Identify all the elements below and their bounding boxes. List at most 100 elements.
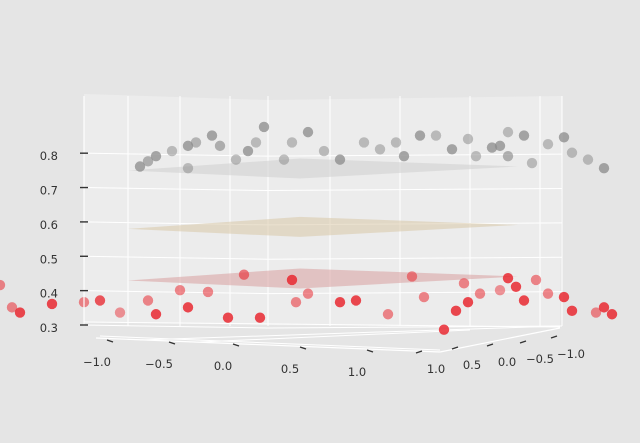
grid-line-floor bbox=[139, 325, 561, 341]
x-tick-label: −1.0 bbox=[83, 355, 111, 369]
data-point bbox=[142, 156, 154, 167]
grid-line-horizontal bbox=[83, 255, 269, 260]
data-point bbox=[286, 137, 298, 148]
grid-line-horizontal bbox=[267, 291, 563, 295]
data-point bbox=[190, 137, 202, 148]
data-point bbox=[590, 307, 602, 318]
data-point bbox=[486, 142, 498, 153]
y-tick bbox=[415, 350, 423, 354]
data-point bbox=[358, 137, 370, 148]
y-tick bbox=[550, 335, 558, 339]
data-point bbox=[166, 145, 178, 157]
x-tick bbox=[299, 346, 307, 350]
grid-line-horizontal bbox=[267, 153, 563, 157]
data-point bbox=[182, 163, 194, 174]
x-tick-label: −0.5 bbox=[145, 357, 173, 371]
data-point bbox=[450, 305, 462, 317]
z-tick-label: 0.6 bbox=[40, 218, 58, 232]
data-point bbox=[250, 137, 262, 148]
x-tick-label: 0.5 bbox=[281, 362, 299, 376]
data-point bbox=[494, 140, 506, 152]
grid-line-horizontal bbox=[267, 256, 563, 260]
data-point bbox=[542, 138, 554, 150]
axis-lines bbox=[80, 96, 561, 354]
data-point bbox=[150, 150, 162, 162]
data-point bbox=[474, 288, 486, 299]
y-tick bbox=[451, 346, 459, 350]
data-point bbox=[566, 147, 578, 158]
axis-panes bbox=[84, 94, 562, 327]
y-tick-label: −1.0 bbox=[557, 347, 585, 361]
data-point bbox=[530, 274, 542, 286]
data-point bbox=[390, 137, 402, 148]
data-point bbox=[430, 130, 442, 141]
data-point bbox=[406, 271, 418, 282]
data-point bbox=[114, 307, 126, 318]
grid-line-floor bbox=[99, 335, 441, 351]
data-point bbox=[462, 297, 474, 308]
data-point bbox=[458, 278, 470, 289]
data-point bbox=[206, 130, 218, 141]
data-point bbox=[142, 295, 154, 306]
data-point bbox=[494, 285, 506, 296]
data-point bbox=[0, 279, 6, 291]
data-point bbox=[526, 157, 538, 169]
data-point bbox=[542, 288, 554, 299]
data-point bbox=[182, 140, 194, 152]
data-point bbox=[174, 285, 186, 296]
data-point bbox=[230, 154, 242, 165]
data-point bbox=[598, 163, 610, 174]
y-tick-label: 0.0 bbox=[498, 355, 516, 369]
data-point bbox=[446, 144, 458, 155]
z-tick-label: 0.7 bbox=[40, 184, 58, 198]
data-point bbox=[510, 281, 522, 292]
plane bbox=[128, 158, 518, 179]
data-point bbox=[334, 154, 346, 165]
grid-line-horizontal bbox=[267, 188, 563, 192]
data-point bbox=[278, 154, 290, 165]
data-point bbox=[302, 126, 314, 138]
data-point bbox=[470, 150, 482, 162]
data-point bbox=[374, 144, 386, 155]
x-tick bbox=[232, 343, 240, 347]
x-tick-label: 0.0 bbox=[214, 359, 232, 373]
back-pane-right bbox=[268, 96, 562, 327]
grid-line-horizontal bbox=[83, 324, 269, 329]
horizontal-planes bbox=[128, 158, 518, 289]
data-point bbox=[150, 309, 162, 320]
data-point bbox=[222, 312, 234, 323]
data-point bbox=[286, 274, 298, 286]
data-point bbox=[258, 121, 270, 133]
data-point bbox=[418, 291, 430, 303]
data-point bbox=[558, 132, 570, 143]
data-point bbox=[334, 297, 346, 308]
z-tick-label: 0.8 bbox=[40, 149, 58, 163]
data-point bbox=[382, 309, 394, 320]
plane bbox=[128, 216, 518, 237]
tick-labels: 0.30.40.50.60.70.8−1.0 −0.5 0.0 0.5 1.0−1.0−… bbox=[40, 149, 585, 379]
data-point bbox=[502, 126, 514, 138]
y-axis-line bbox=[439, 327, 561, 353]
plane bbox=[128, 268, 518, 289]
data-point bbox=[6, 302, 18, 313]
data-point bbox=[566, 305, 578, 317]
data-point bbox=[290, 297, 302, 308]
data-point bbox=[318, 145, 330, 157]
x-tick bbox=[366, 349, 374, 353]
data-point bbox=[518, 295, 530, 306]
y-tick-label: −0.5 bbox=[526, 352, 554, 366]
y-tick bbox=[486, 343, 494, 347]
data-point bbox=[398, 150, 410, 162]
back-pane-left bbox=[84, 94, 268, 325]
data-point bbox=[598, 302, 610, 313]
x-tick bbox=[168, 341, 176, 345]
y-tick-label: 1.0 bbox=[427, 362, 445, 376]
data-point bbox=[414, 130, 426, 141]
x-tick bbox=[106, 339, 114, 343]
data-point bbox=[242, 145, 254, 157]
data-point bbox=[254, 312, 266, 323]
data-point bbox=[214, 140, 226, 152]
data-point bbox=[518, 130, 530, 141]
